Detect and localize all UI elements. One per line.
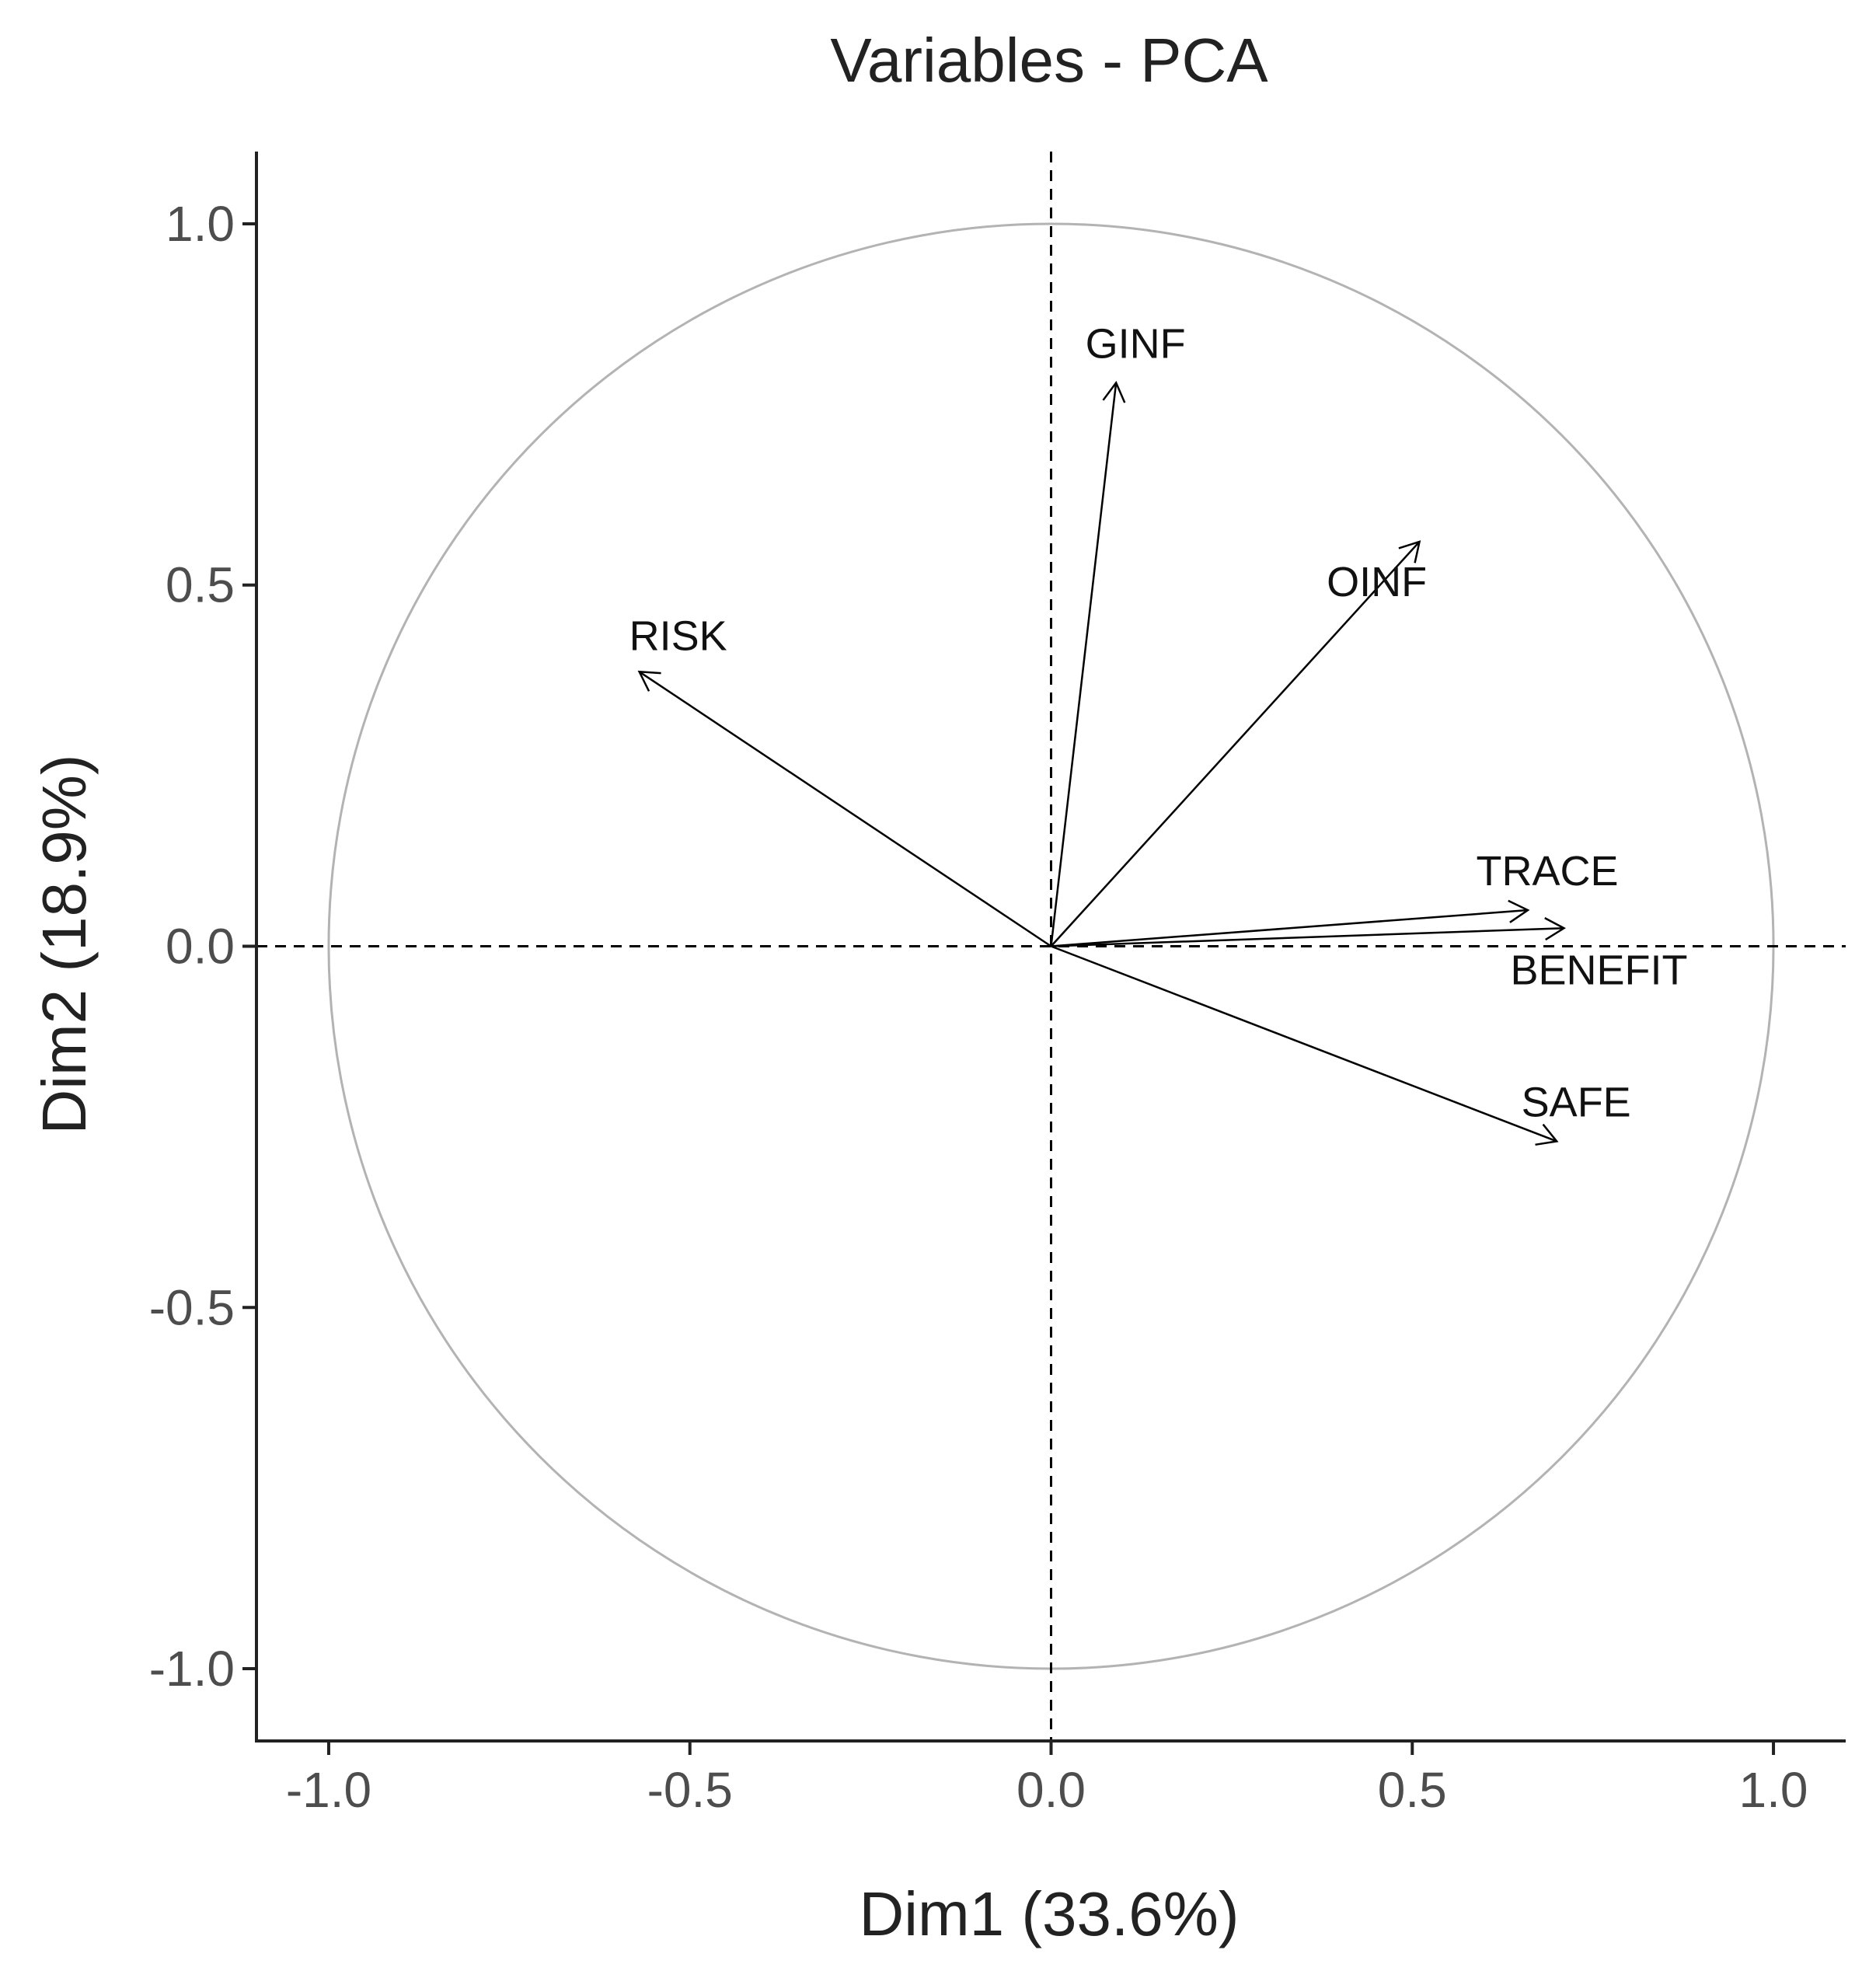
arrow-benefit	[1051, 927, 1564, 947]
arrow-ginf	[1050, 382, 1118, 947]
y-axis-ticks: -1.0 -0.5 0.0 0.5 1.0	[149, 196, 256, 1697]
label-oinf: OINF	[1327, 559, 1427, 605]
x-tick-label: -0.5	[647, 1762, 733, 1818]
axes: -1.0 -0.5 0.0 0.5 1.0 -1.0 -0.5 0.0 0.5 1.0	[149, 152, 1846, 1818]
arrow-oinf	[1050, 541, 1421, 947]
x-tick-label: 0.0	[1016, 1762, 1086, 1818]
arrowhead-risk	[637, 670, 661, 692]
arrow-trace	[1051, 909, 1529, 947]
y-tick-label: 0.0	[166, 919, 235, 975]
y-tick-label: 0.5	[166, 557, 235, 613]
variable-benefit: BENEFIT	[1051, 917, 1687, 993]
y-tick-label: 1.0	[166, 196, 235, 252]
arrow-risk	[638, 671, 1052, 947]
x-tick-label: 0.5	[1378, 1762, 1447, 1818]
arrowhead-benefit	[1544, 917, 1566, 941]
arrowhead-safe	[1535, 1123, 1559, 1146]
label-benefit: BENEFIT	[1510, 947, 1687, 993]
variable-ginf: GINF	[1050, 320, 1186, 947]
variable-trace: TRACE	[1051, 848, 1619, 947]
variable-arrows: GINF OINF RISK TRACE BENEFIT SAFE	[629, 320, 1687, 1146]
x-tick-label: -1.0	[286, 1762, 371, 1818]
label-ginf: GINF	[1086, 320, 1186, 367]
variable-safe: SAFE	[1051, 945, 1631, 1146]
label-risk: RISK	[629, 612, 727, 659]
arrow-safe	[1051, 945, 1557, 1142]
arrowhead-trace	[1508, 899, 1530, 923]
arrowhead-oinf	[1398, 540, 1421, 563]
x-axis-title: Dim1 (33.6%)	[859, 1879, 1239, 1948]
arrowhead-ginf	[1102, 380, 1126, 403]
label-trace: TRACE	[1476, 848, 1618, 895]
y-tick-label: -1.0	[149, 1641, 235, 1697]
label-safe: SAFE	[1522, 1079, 1631, 1125]
chart-title: Variables - PCA	[830, 26, 1268, 95]
x-axis-ticks: -1.0 -0.5 0.0 0.5 1.0	[286, 1741, 1808, 1818]
y-axis-title: Dim2 (18.9%)	[30, 754, 99, 1134]
x-tick-label: 1.0	[1739, 1762, 1808, 1818]
variable-oinf: OINF	[1050, 540, 1427, 947]
variable-risk: RISK	[629, 612, 1052, 947]
y-tick-label: -0.5	[149, 1279, 235, 1335]
plot-area: GINF OINF RISK TRACE BENEFIT SAFE	[256, 152, 1846, 1741]
